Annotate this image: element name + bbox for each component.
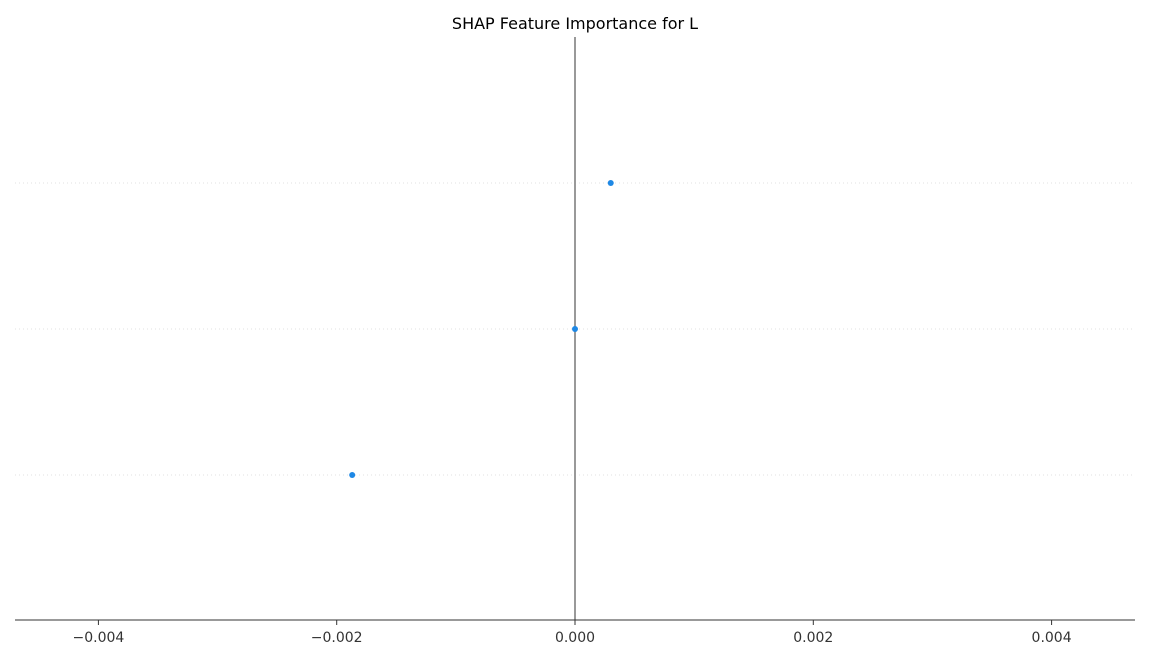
data-point-0 [607,180,614,186]
chart-title: SHAP Feature Importance for L [452,14,698,33]
x-tick-label: 0.004 [1032,630,1072,646]
x-axis-ticks: −0.004 −0.002 0.000 0.002 0.004 [72,620,1072,646]
x-tick-label: −0.004 [72,630,124,646]
x-tick-label: 0.000 [555,630,595,646]
data-point-1 [572,326,578,332]
x-tick-label: 0.002 [793,630,833,646]
x-tick-label: −0.002 [311,630,363,646]
data-point-2 [349,472,356,478]
data-points [349,180,614,478]
